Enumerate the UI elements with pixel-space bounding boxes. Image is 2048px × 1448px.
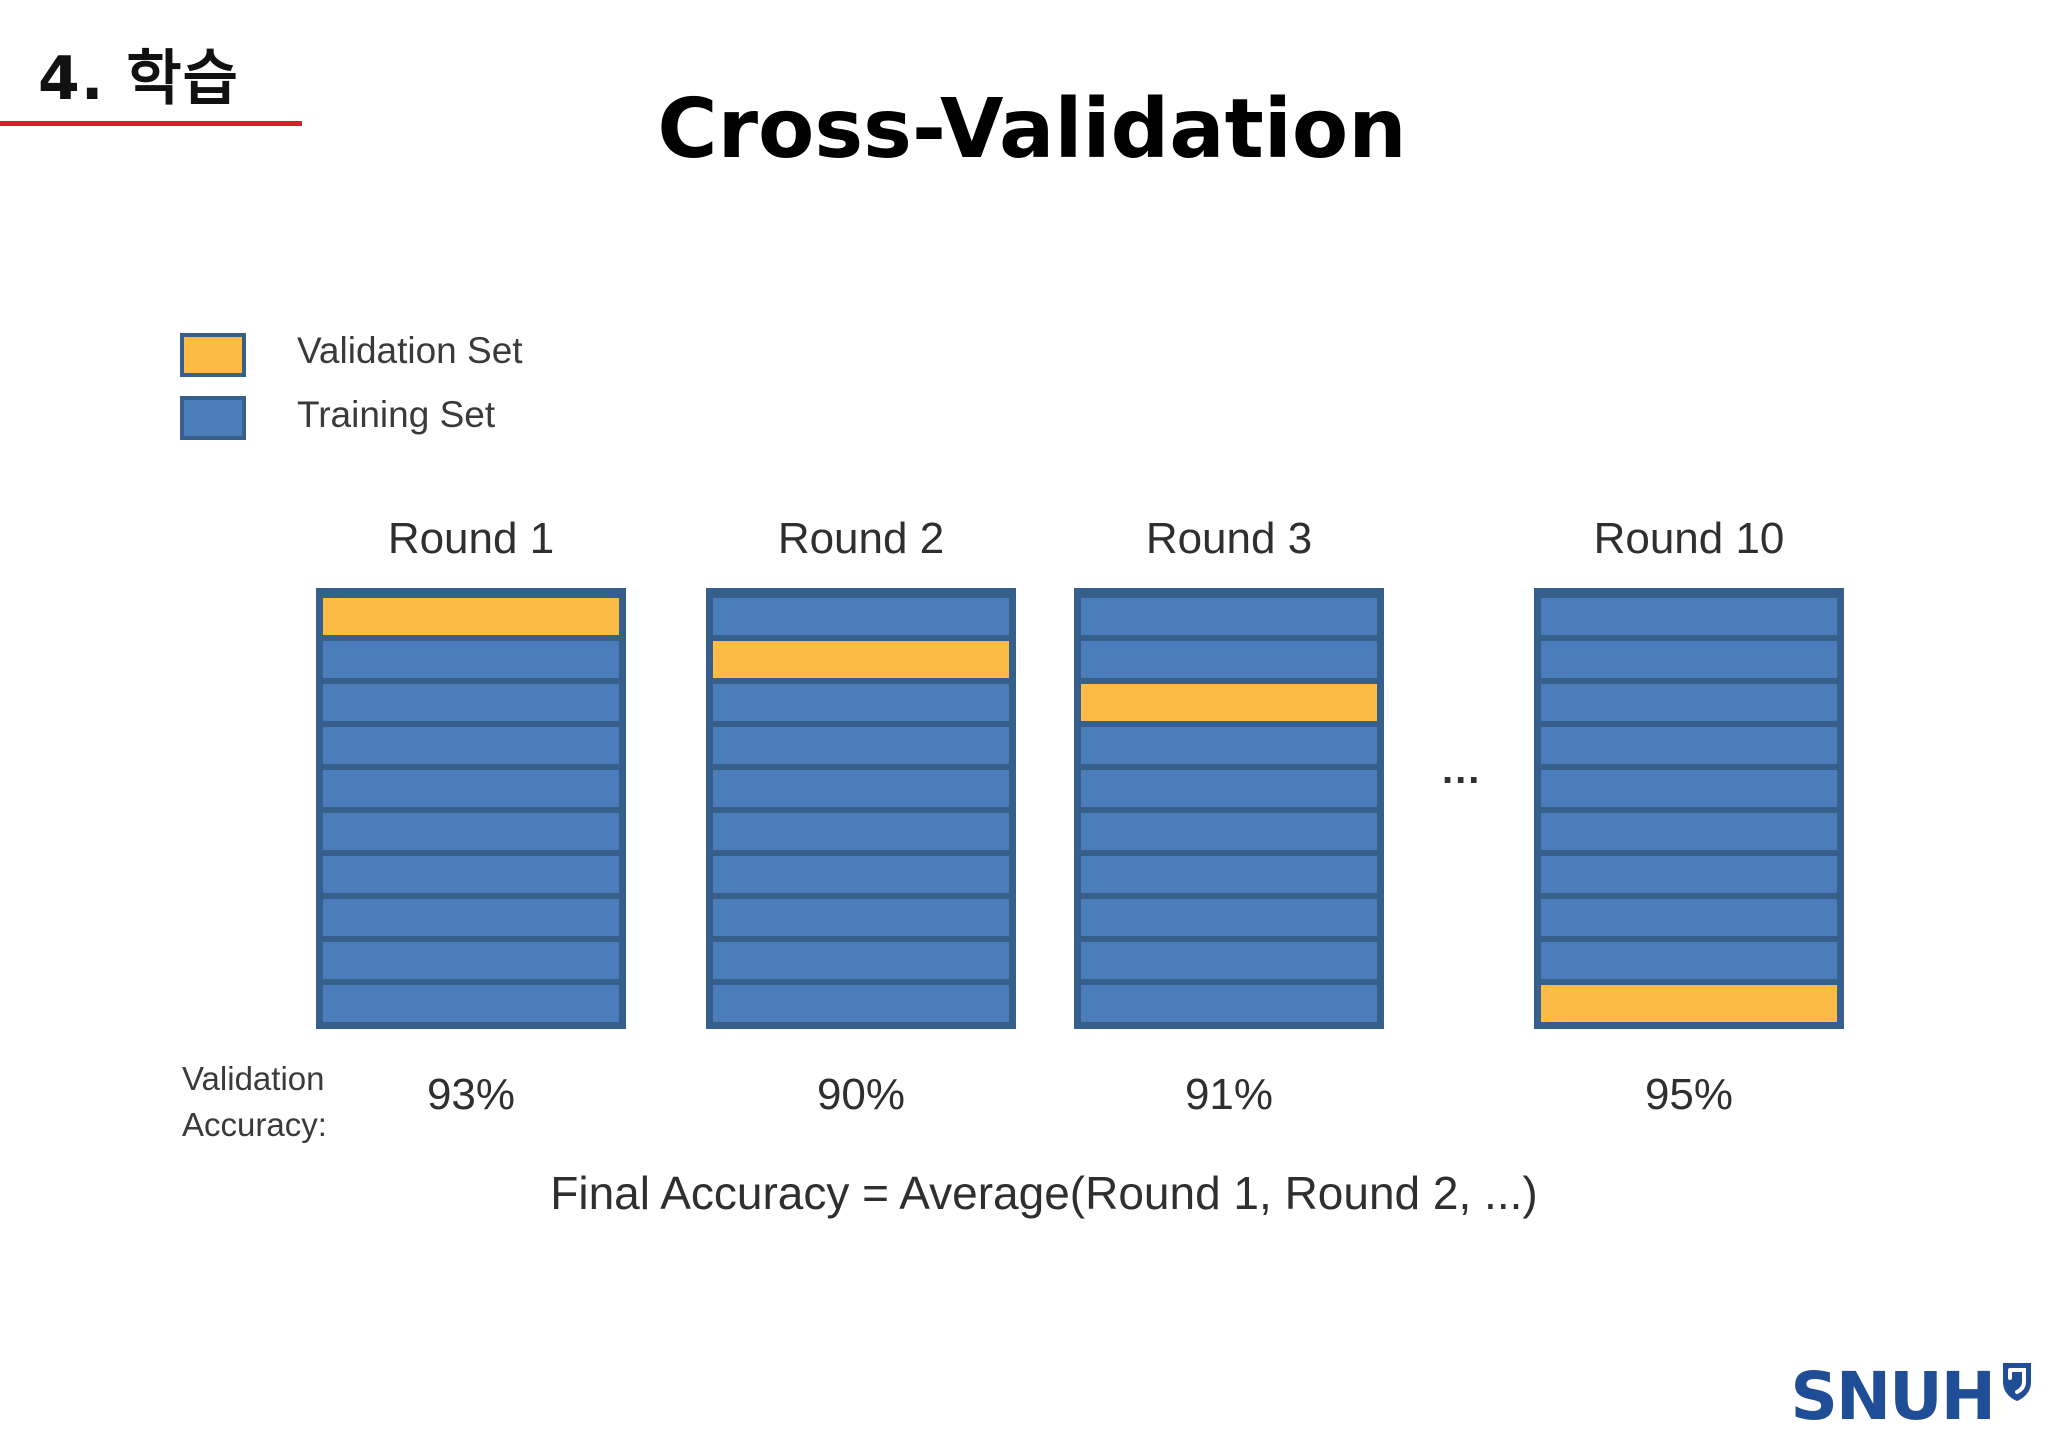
training-fold xyxy=(1541,856,1837,893)
training-fold xyxy=(323,856,619,893)
round-title: Round 1 xyxy=(387,514,555,563)
training-fold xyxy=(1081,770,1377,807)
section-underline xyxy=(0,121,302,126)
round-10-folds xyxy=(1534,588,1844,1029)
training-fold xyxy=(1081,899,1377,936)
training-fold xyxy=(323,985,619,1022)
training-fold xyxy=(1081,641,1377,678)
logo-text: SNUH xyxy=(1790,1358,1996,1435)
validation-fold xyxy=(1541,985,1837,1022)
training-fold xyxy=(1541,727,1837,764)
training-fold xyxy=(323,684,619,721)
training-fold xyxy=(713,856,1009,893)
validation-fold xyxy=(323,598,619,635)
training-fold xyxy=(713,598,1009,635)
legend-label-training: Training Set xyxy=(297,394,496,435)
accuracy-value: 90% xyxy=(816,1070,906,1119)
accuracy-value: 91% xyxy=(1184,1070,1274,1119)
training-fold xyxy=(713,813,1009,850)
training-fold xyxy=(713,985,1009,1022)
training-fold xyxy=(1081,985,1377,1022)
training-fold xyxy=(323,813,619,850)
training-fold xyxy=(1081,813,1377,850)
accuracy-value: 93% xyxy=(426,1070,516,1119)
training-fold xyxy=(1541,598,1837,635)
training-fold xyxy=(1081,856,1377,893)
training-fold xyxy=(323,942,619,979)
validation-fold xyxy=(1081,684,1377,721)
round-title: Round 2 xyxy=(777,514,945,563)
training-fold xyxy=(1541,942,1837,979)
section-heading: 4. 학습 xyxy=(38,44,239,114)
round-2-folds xyxy=(706,588,1016,1029)
ellipsis: ... xyxy=(1442,748,1482,792)
round-title: Round 10 xyxy=(1593,514,1785,563)
training-fold xyxy=(1541,641,1837,678)
round-1-folds xyxy=(316,588,626,1029)
training-fold xyxy=(713,770,1009,807)
snuh-logo: SNUH xyxy=(1790,1358,2034,1435)
shield-icon xyxy=(2003,1363,2031,1401)
validation-accuracy-label: Validation Accuracy: xyxy=(182,1056,327,1148)
training-fold xyxy=(1081,727,1377,764)
legend-swatch-training xyxy=(180,396,246,440)
slide-title: Cross-Validation xyxy=(657,82,1407,177)
round-3-folds xyxy=(1074,588,1384,1029)
legend-label-validation: Validation Set xyxy=(297,330,523,371)
legend-swatch-validation xyxy=(180,333,246,377)
training-fold xyxy=(1541,813,1837,850)
training-fold xyxy=(1541,899,1837,936)
accuracy-value: 95% xyxy=(1644,1070,1734,1119)
training-fold xyxy=(713,899,1009,936)
validation-accuracy-label-line2: Accuracy: xyxy=(182,1106,327,1143)
training-fold xyxy=(323,727,619,764)
training-fold xyxy=(323,770,619,807)
training-fold xyxy=(323,641,619,678)
training-fold xyxy=(713,942,1009,979)
training-fold xyxy=(1541,684,1837,721)
training-fold xyxy=(1081,942,1377,979)
training-fold xyxy=(713,684,1009,721)
training-fold xyxy=(1081,598,1377,635)
validation-accuracy-label-line1: Validation xyxy=(182,1060,325,1097)
training-fold xyxy=(1541,770,1837,807)
validation-fold xyxy=(713,641,1009,678)
training-fold xyxy=(713,727,1009,764)
training-fold xyxy=(323,899,619,936)
round-title: Round 3 xyxy=(1145,514,1313,563)
final-accuracy-formula: Final Accuracy = Average(Round 1, Round … xyxy=(550,1167,1538,1219)
